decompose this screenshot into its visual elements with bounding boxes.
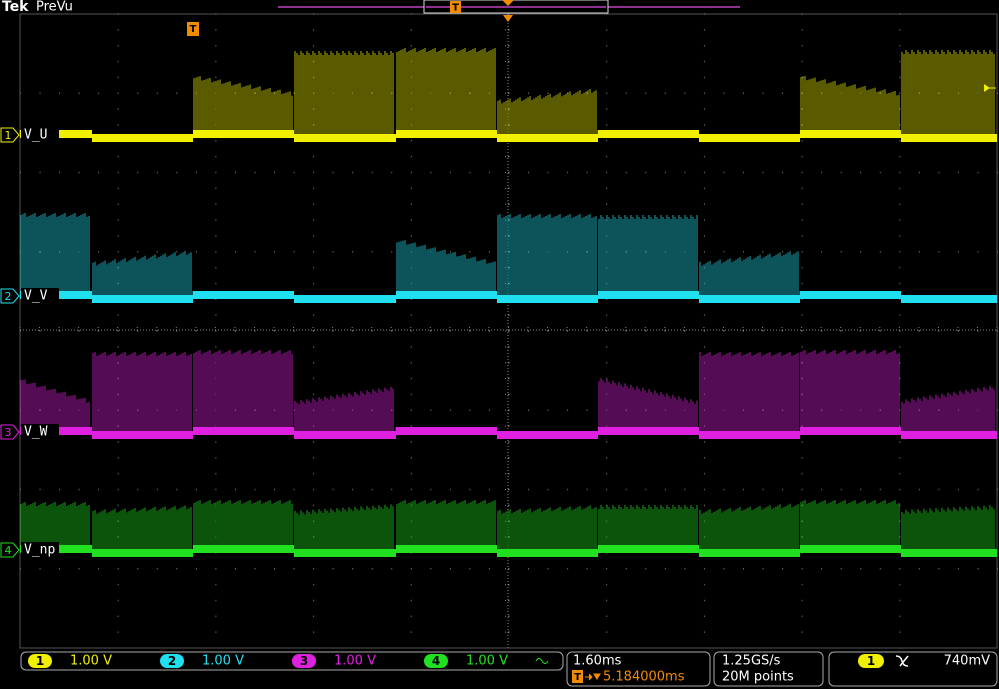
- channel-marker: [0, 288, 20, 304]
- channel-badge-number: 1: [36, 654, 44, 668]
- channel-readouts: 1 1.00 V 2 1.00 V 3 1.00 V 4 1.00 V: [28, 654, 508, 669]
- brand: Tek: [2, 0, 29, 15]
- channel-number: 1: [5, 129, 12, 142]
- channel-badge: [28, 654, 52, 668]
- trigger-position: 5.184000ms: [603, 670, 685, 685]
- channel-marker: [0, 127, 20, 143]
- expansion-marker: [503, 15, 513, 22]
- channel-scale: 1.00 V: [70, 654, 112, 669]
- sample-rate: 1.25GS/s: [722, 654, 781, 669]
- channel-label: V_W: [24, 425, 48, 440]
- channel-label: V_V: [24, 289, 48, 304]
- channel-labels: 1 V_U 2 V_V 3 V_W 4 V_np: [0, 127, 59, 558]
- graticule: [19, 13, 998, 649]
- trigger-level: 740mV: [944, 654, 990, 669]
- trigger-arrow: [585, 673, 601, 681]
- channel-label-bg: [21, 127, 59, 143]
- waveform-baseline: [20, 545, 997, 557]
- channel-badge: [424, 654, 448, 668]
- waveform-baseline: [20, 291, 997, 303]
- time-scale: 1.60ms: [573, 654, 622, 669]
- record-length: 20M points: [722, 670, 794, 685]
- trigger-slope-icon: [895, 655, 909, 667]
- center-marker: [502, 0, 514, 6]
- channel-label-bg: [21, 542, 59, 558]
- trigger-time-letter: T: [190, 24, 197, 35]
- channel-scale: 1.00 V: [202, 654, 244, 669]
- timebase-box: [566, 651, 711, 687]
- trigger-pos-letter: T: [452, 3, 459, 14]
- waveform: [20, 500, 995, 553]
- channel-label-bg: [21, 288, 59, 304]
- waveform: [20, 213, 990, 299]
- channel-badge: [160, 654, 184, 668]
- bandwidth-icon: [535, 658, 549, 664]
- trigger-source-badge: [858, 654, 884, 668]
- channel-marker: [0, 424, 20, 440]
- channel-label-bg: [21, 424, 59, 440]
- trigger-source: 1: [867, 654, 875, 668]
- channel-scale: 1.00 V: [334, 654, 376, 669]
- channel-number: 3: [5, 426, 12, 439]
- trigger-icon-letter: T: [574, 672, 581, 683]
- channel-badge-number: 3: [300, 654, 308, 668]
- channel-badge-number: 4: [432, 654, 440, 668]
- mode: PreVu: [36, 0, 73, 15]
- channel-scale: 1.00 V: [466, 654, 508, 669]
- channel-label: V_U: [24, 128, 47, 143]
- channel-number: 2: [5, 290, 12, 303]
- channel-badge: [292, 654, 316, 668]
- trigger-icon: [572, 670, 583, 683]
- trigger-time-icon: [187, 22, 199, 36]
- channel-badge-number: 2: [168, 654, 176, 668]
- channel-number: 4: [5, 544, 12, 557]
- acquisition-box: [713, 651, 824, 687]
- center-axes: [19, 13, 998, 648]
- waveform-baseline: [20, 130, 997, 142]
- channel-label: V_np: [24, 543, 55, 558]
- waveform: [20, 350, 995, 435]
- channel-marker: [0, 542, 20, 558]
- waveform-baseline: [20, 427, 997, 439]
- trigger-pos-icon: [450, 1, 461, 13]
